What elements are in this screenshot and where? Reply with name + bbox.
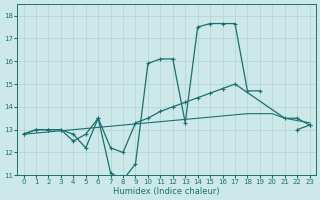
X-axis label: Humidex (Indice chaleur): Humidex (Indice chaleur)	[113, 187, 220, 196]
